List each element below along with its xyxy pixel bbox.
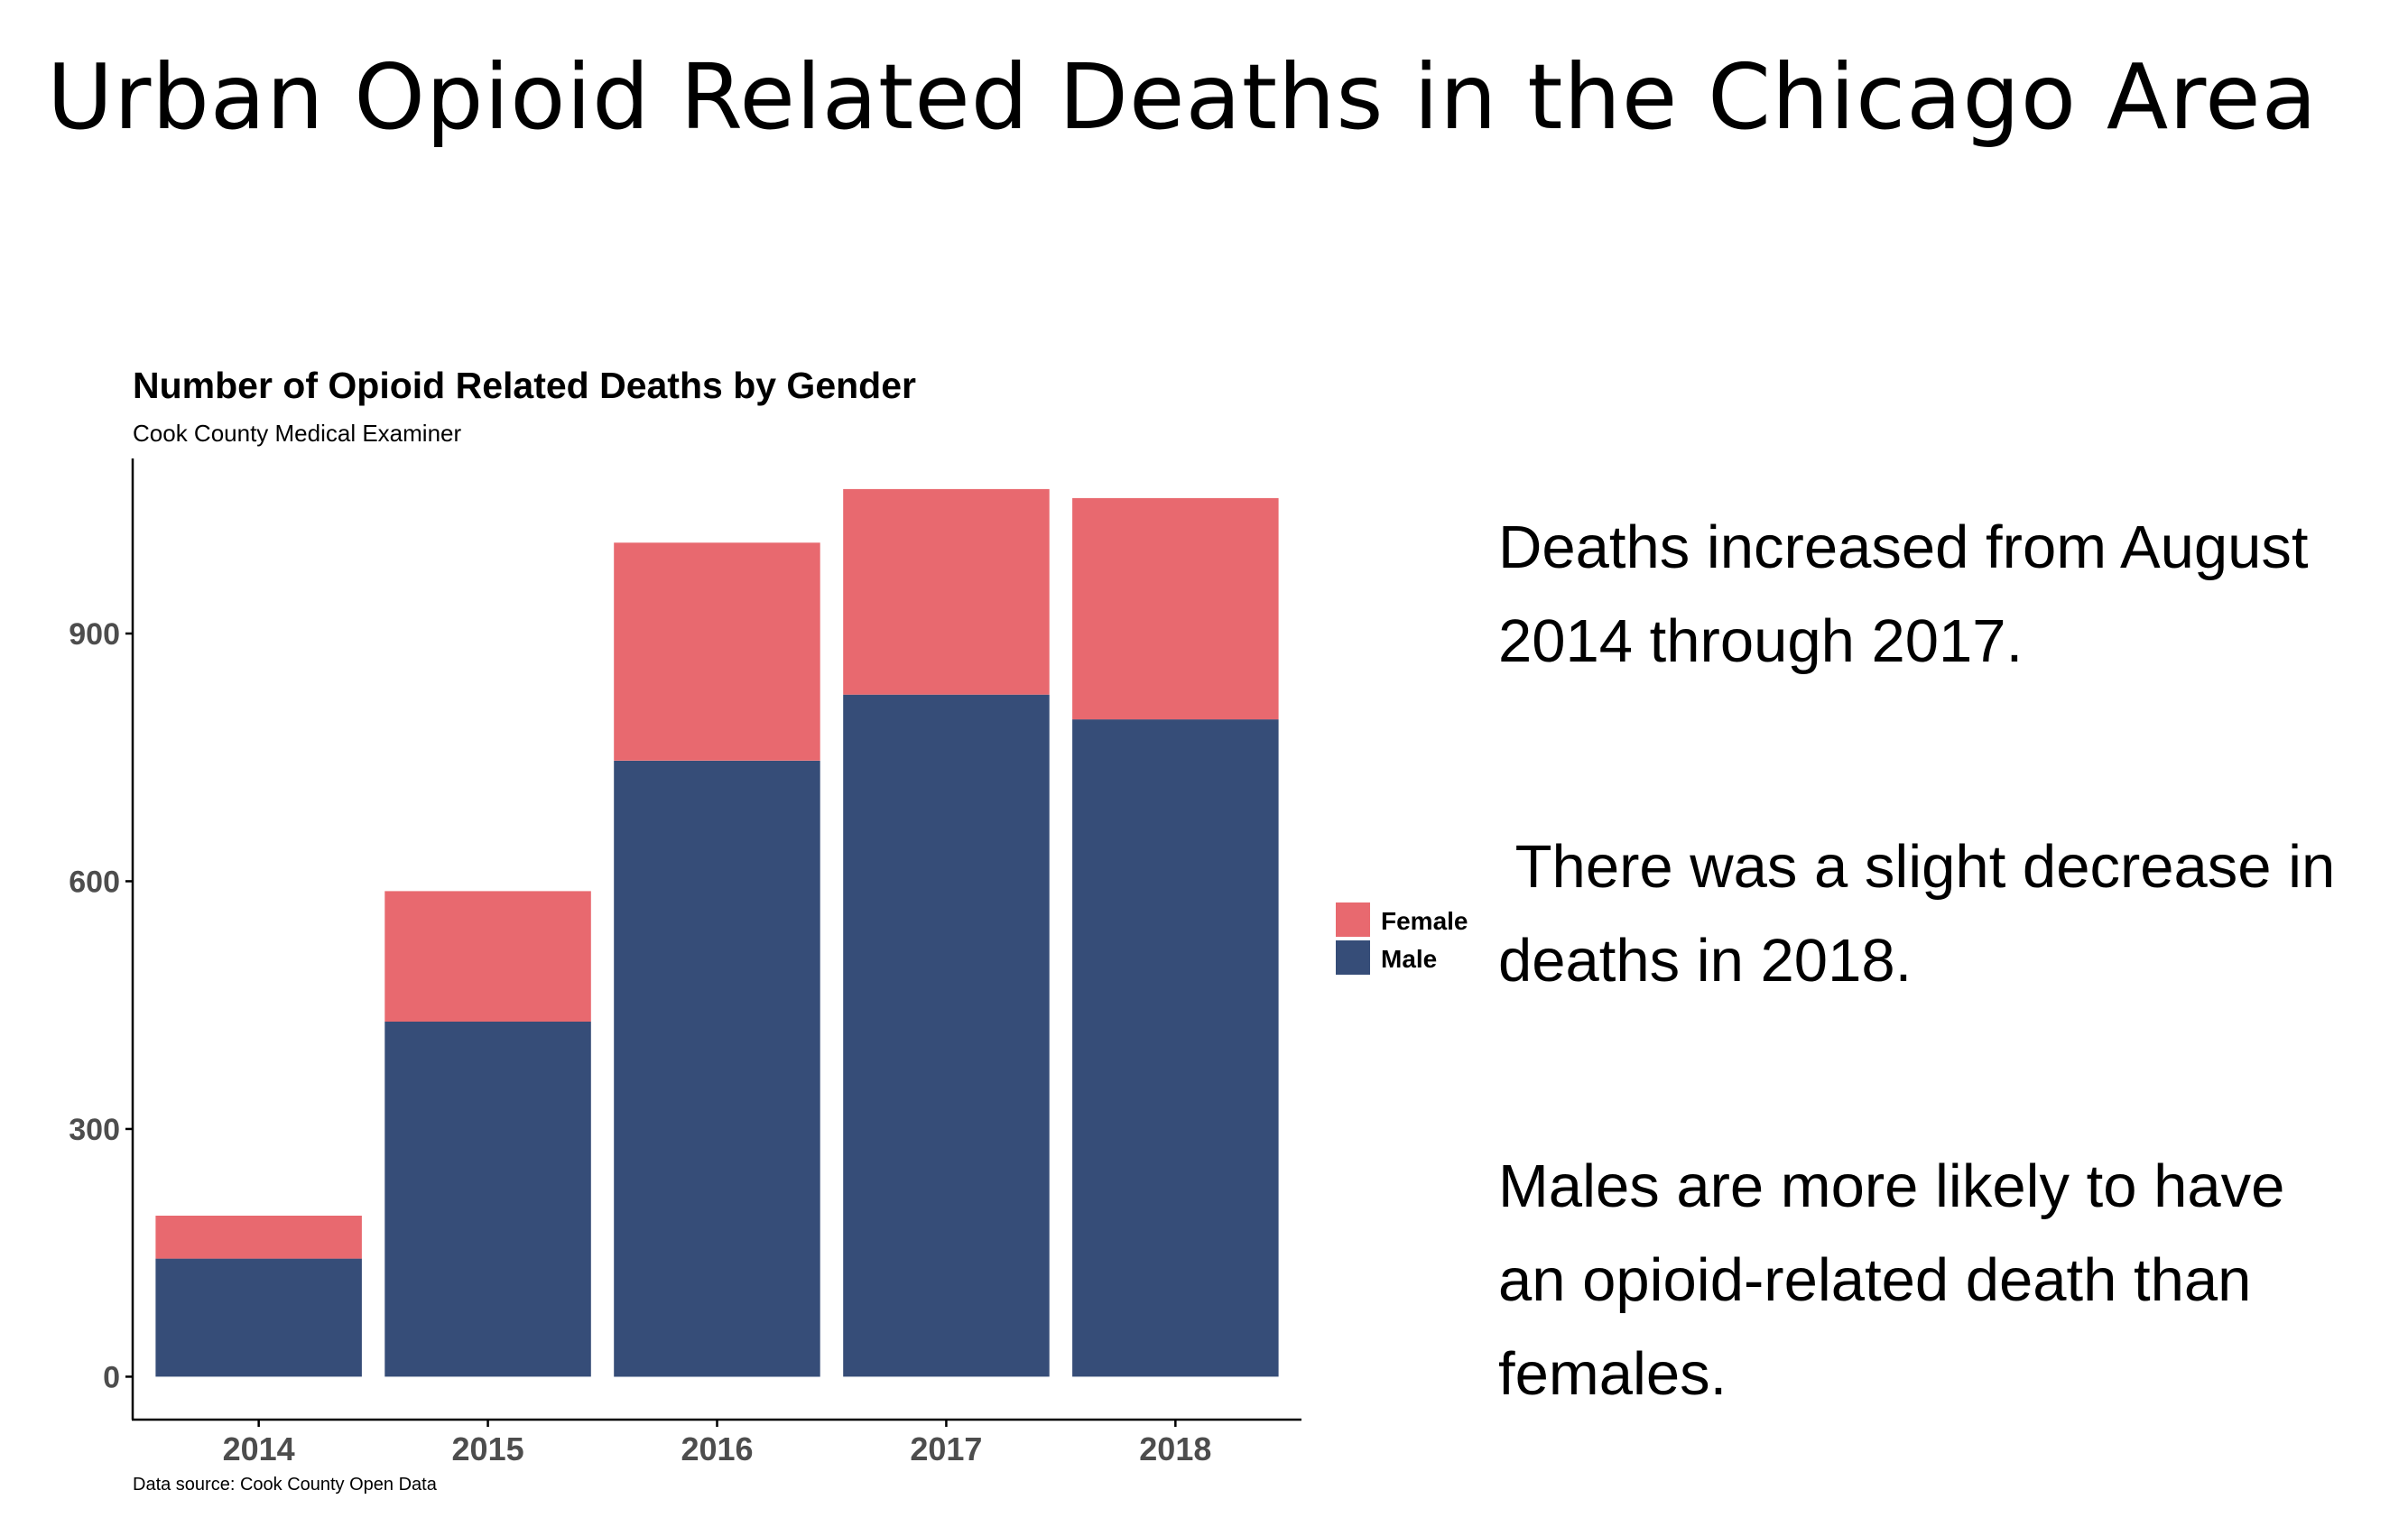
chart-caption: Data source: Cook County Open Data — [133, 1475, 438, 1495]
x-tick-label-2017: 2017 — [910, 1430, 982, 1467]
page-title: Urban Opioid Related Deaths in the Chica… — [47, 44, 2318, 150]
y-tick-label-300: 300 — [69, 1113, 120, 1147]
x-tick-label-2015: 2015 — [452, 1430, 524, 1467]
bar-male-2016 — [614, 760, 820, 1377]
y-ticks-layer: 0 300 600 900 — [69, 617, 133, 1394]
note-deaths-increased: Deaths increased from August 2014 throug… — [1498, 514, 2309, 675]
note-males-more-likely: Males are more likely to have an opioid-… — [1498, 1152, 2285, 1408]
y-tick-label-600: 600 — [69, 865, 120, 899]
x-tick-label-2014: 2014 — [223, 1430, 295, 1467]
bar-female-2016 — [614, 542, 820, 761]
legend-label-male: Male — [1381, 945, 1437, 973]
opioid-deaths-bar-chart: Number of Opioid Related Deaths by Gende… — [69, 365, 1468, 1495]
legend-label-female: Female — [1381, 907, 1468, 935]
bar-female-2015 — [384, 891, 591, 1022]
x-tick-label-2018: 2018 — [1139, 1430, 1211, 1467]
legend: Female Male — [1336, 902, 1468, 975]
bar-male-2015 — [384, 1022, 591, 1377]
notes-panel: Deaths increased from August 2014 throug… — [1498, 501, 2365, 1421]
bar-male-2014 — [155, 1258, 362, 1377]
legend-swatch-female — [1336, 902, 1370, 937]
legend-swatch-male — [1336, 940, 1370, 975]
y-tick-label-0: 0 — [103, 1360, 120, 1394]
x-tick-label-2016: 2016 — [681, 1430, 753, 1467]
note-slight-decrease: There was a slight decrease in deaths in… — [1498, 833, 2352, 995]
chart-subtitle: Cook County Medical Examiner — [133, 420, 461, 447]
x-ticks-layer: 2014 2015 2016 2017 2018 — [223, 1420, 1211, 1467]
bar-male-2018 — [1072, 719, 1279, 1377]
bar-female-2017 — [843, 488, 1050, 695]
bar-female-2018 — [1072, 497, 1279, 720]
bar-female-2014 — [155, 1216, 362, 1259]
bars-layer — [155, 488, 1279, 1377]
bar-male-2017 — [843, 694, 1050, 1377]
y-tick-label-900: 900 — [69, 617, 120, 652]
chart-title: Number of Opioid Related Deaths by Gende… — [133, 365, 916, 406]
